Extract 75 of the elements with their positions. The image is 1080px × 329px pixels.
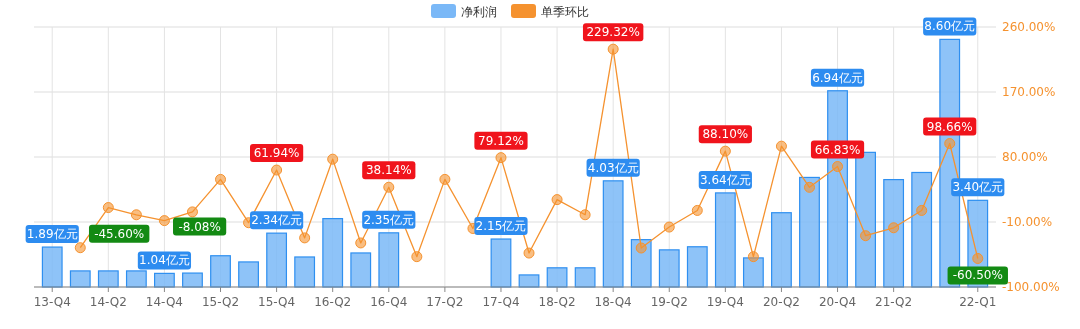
legend-label: 单季环比 xyxy=(541,5,589,19)
x-tick-label: 16-Q4 xyxy=(370,295,408,309)
data-label: -8.08% xyxy=(178,219,221,234)
data-label: -45.60% xyxy=(94,226,145,241)
point xyxy=(691,204,703,216)
point xyxy=(719,145,731,157)
x-tick-label: 14-Q2 xyxy=(89,295,127,309)
data-label: 229.32% xyxy=(586,25,640,40)
point xyxy=(888,222,900,234)
x-tick-label: 18-Q2 xyxy=(538,295,576,309)
data-label: 3.40亿元 xyxy=(952,180,1004,195)
point xyxy=(495,152,507,164)
point xyxy=(327,153,339,165)
data-label: 2.35亿元 xyxy=(363,212,415,227)
point xyxy=(158,215,170,227)
y2-tick-label: 170.00% xyxy=(1002,85,1056,99)
point xyxy=(102,202,114,214)
point xyxy=(916,204,928,216)
data-label: 66.83% xyxy=(814,142,861,157)
point xyxy=(439,173,451,185)
point xyxy=(355,237,367,249)
point xyxy=(299,232,311,244)
point xyxy=(551,194,563,206)
data-label: 3.64亿元 xyxy=(699,172,751,187)
data-label: -60.50% xyxy=(952,268,1003,283)
x-tick-label: 19-Q2 xyxy=(650,295,688,309)
point xyxy=(579,209,591,221)
x-tick-label: 22-Q1 xyxy=(959,295,997,309)
x-tick-label: 20-Q4 xyxy=(818,295,857,309)
x-tick-label: 21-Q2 xyxy=(875,295,913,309)
point xyxy=(944,138,956,150)
x-tick-label: 17-Q4 xyxy=(482,295,520,309)
data-label: 1.89亿元 xyxy=(26,227,78,242)
point xyxy=(607,43,619,55)
data-label: 2.34亿元 xyxy=(251,213,302,228)
x-tick-label: 15-Q2 xyxy=(201,295,240,309)
legend-label: 净利润 xyxy=(461,5,497,19)
x-tick-label: 15-Q4 xyxy=(258,295,296,309)
y2-tick-label: 260.00% xyxy=(1002,20,1056,34)
point xyxy=(747,251,759,263)
point xyxy=(383,181,395,193)
point xyxy=(832,161,844,173)
point xyxy=(972,252,984,264)
data-label: 4.03亿元 xyxy=(587,160,639,175)
x-tick-label: 16-Q2 xyxy=(314,295,352,309)
x-tick-label: 13-Q4 xyxy=(33,295,71,309)
point xyxy=(663,221,675,233)
point xyxy=(186,206,198,218)
x-tick-label: 20-Q2 xyxy=(762,295,801,309)
data-label: 2.15亿元 xyxy=(475,219,527,234)
data-label: 38.14% xyxy=(365,163,412,178)
y2-tick-label: 80.00% xyxy=(1002,150,1048,164)
x-tick-label: 14-Q4 xyxy=(145,295,183,309)
point xyxy=(803,181,815,193)
data-label: 98.66% xyxy=(926,119,973,134)
data-label: 8.60亿元 xyxy=(924,19,976,34)
data-label: 1.04亿元 xyxy=(139,253,190,268)
point xyxy=(411,251,423,263)
point xyxy=(271,164,283,176)
point xyxy=(635,242,647,254)
data-label: 6.94亿元 xyxy=(812,70,863,85)
x-tick-label: 19-Q4 xyxy=(706,295,744,309)
data-label: 61.94% xyxy=(253,146,300,161)
point xyxy=(775,140,787,152)
point xyxy=(215,173,227,185)
data-label: 88.10% xyxy=(702,127,749,142)
data-label: 79.12% xyxy=(478,133,524,148)
y2-tick-label: -100.00% xyxy=(1002,280,1060,294)
x-tick-label: 18-Q4 xyxy=(594,295,632,309)
point xyxy=(523,247,535,259)
point xyxy=(860,230,872,242)
x-tick-label: 17-Q2 xyxy=(426,295,464,309)
point xyxy=(74,242,86,254)
y2-tick-label: -10.00% xyxy=(1002,215,1053,229)
point xyxy=(130,209,142,221)
